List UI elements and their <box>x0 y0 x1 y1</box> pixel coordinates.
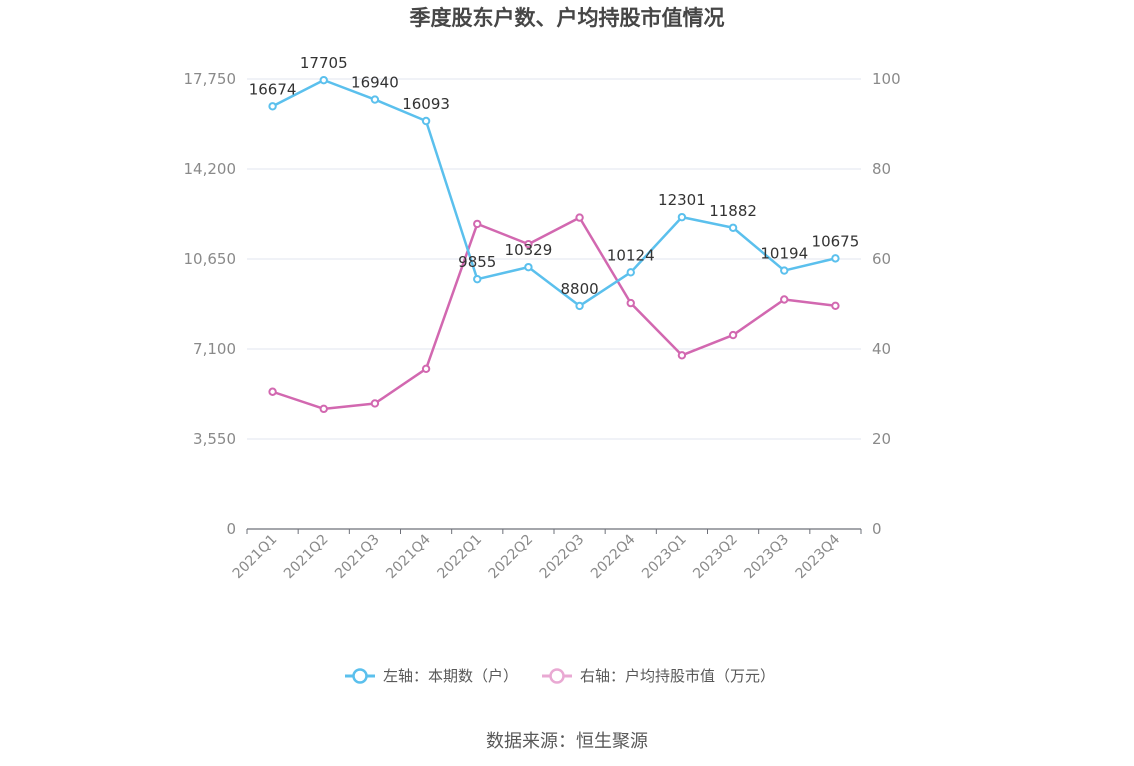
data-point-right <box>370 399 380 408</box>
y-left-tick-label: 0 <box>226 520 236 538</box>
axes: 0 0 3,550 20 7,100 40 10,650 60 14,200 80 17,750 10… <box>184 70 901 582</box>
grid-lines <box>247 78 861 440</box>
data-point-right <box>524 239 533 249</box>
y-left-tick-label: 10,650 <box>184 250 237 268</box>
x-tick-label: 2021Q1 <box>230 532 281 583</box>
legend-swatch-marker <box>352 668 368 684</box>
x-tick-label: 2022Q1 <box>434 532 485 583</box>
data-point-right <box>473 219 482 229</box>
legend: 左轴：本期数（户） 右轴：户均持股市值（万元） <box>345 667 775 685</box>
series-lines <box>272 78 836 411</box>
y-left-tick-label: 3,550 <box>193 430 236 448</box>
series-line-left <box>272 78 836 308</box>
y-left-tick-label: 14,200 <box>184 160 237 178</box>
data-label: 12301 <box>658 191 706 209</box>
data-point-right <box>268 387 277 396</box>
series-line-right <box>272 216 836 411</box>
data-point-left <box>728 223 738 232</box>
data-label: 8800 <box>560 280 598 298</box>
data-label: 10675 <box>812 232 860 250</box>
x-tick-label: 2022Q3 <box>537 532 588 583</box>
legend-swatch-marker <box>549 668 565 684</box>
data-label: 17705 <box>300 54 348 72</box>
x-tick-label: 2023Q4 <box>793 531 844 582</box>
y-right-tick-label: 40 <box>872 340 891 358</box>
data-point-right <box>831 301 840 310</box>
data-label: 9855 <box>458 253 496 271</box>
x-tick-label: 2023Q1 <box>639 532 690 583</box>
legend-label: 右轴：户均持股市值（万元） <box>580 667 775 685</box>
x-tick-label: 2023Q2 <box>690 532 741 583</box>
data-label: 16940 <box>351 74 399 92</box>
data-point-right <box>319 404 328 414</box>
x-tick-label: 2021Q4 <box>383 531 434 582</box>
y-right-tick-label: 100 <box>872 70 901 88</box>
data-point-left <box>677 212 687 222</box>
chart-title: 季度股东户数、户均持股市值情况 <box>410 6 725 30</box>
x-tick-label: 2021Q3 <box>332 532 383 583</box>
y-right-tick-label: 80 <box>872 160 891 178</box>
data-label: 16093 <box>402 95 450 113</box>
data-point-left <box>370 95 380 104</box>
x-tick-label: 2023Q3 <box>741 532 792 583</box>
data-point-right <box>677 351 687 360</box>
data-point-left <box>421 116 431 126</box>
y-right-tick-label: 0 <box>872 520 882 538</box>
data-point-right <box>626 298 635 308</box>
data-point-left <box>268 102 277 111</box>
y-left-tick-label: 17,750 <box>184 70 237 88</box>
data-point-right <box>728 330 738 340</box>
x-tick-label: 2022Q4 <box>588 531 639 582</box>
data-point-right <box>780 295 789 304</box>
data-point-left <box>780 266 789 275</box>
data-point-left <box>626 268 635 277</box>
x-tick-label: 2022Q2 <box>486 532 537 583</box>
data-label: 10124 <box>607 246 655 264</box>
data-label: 11882 <box>709 202 757 220</box>
data-point-left <box>575 301 584 311</box>
y-left-tick-label: 7,100 <box>193 340 236 358</box>
data-points <box>268 75 840 414</box>
legend-label: 左轴：本期数（户） <box>383 667 518 685</box>
data-label: 16674 <box>249 80 297 98</box>
data-point-left <box>473 274 482 284</box>
data-point-left <box>524 262 533 272</box>
data-label: 10329 <box>505 241 553 259</box>
x-tick-label: 2021Q2 <box>281 532 332 583</box>
y-right-tick-label: 20 <box>872 430 891 448</box>
source-note: 数据来源：恒生聚源 <box>486 731 648 752</box>
data-point-left <box>319 75 328 85</box>
data-point-right <box>421 364 431 373</box>
data-label: 10194 <box>760 245 808 263</box>
y-right-tick-label: 60 <box>872 250 891 268</box>
data-point-left <box>831 254 840 263</box>
data-point-right <box>575 213 584 222</box>
